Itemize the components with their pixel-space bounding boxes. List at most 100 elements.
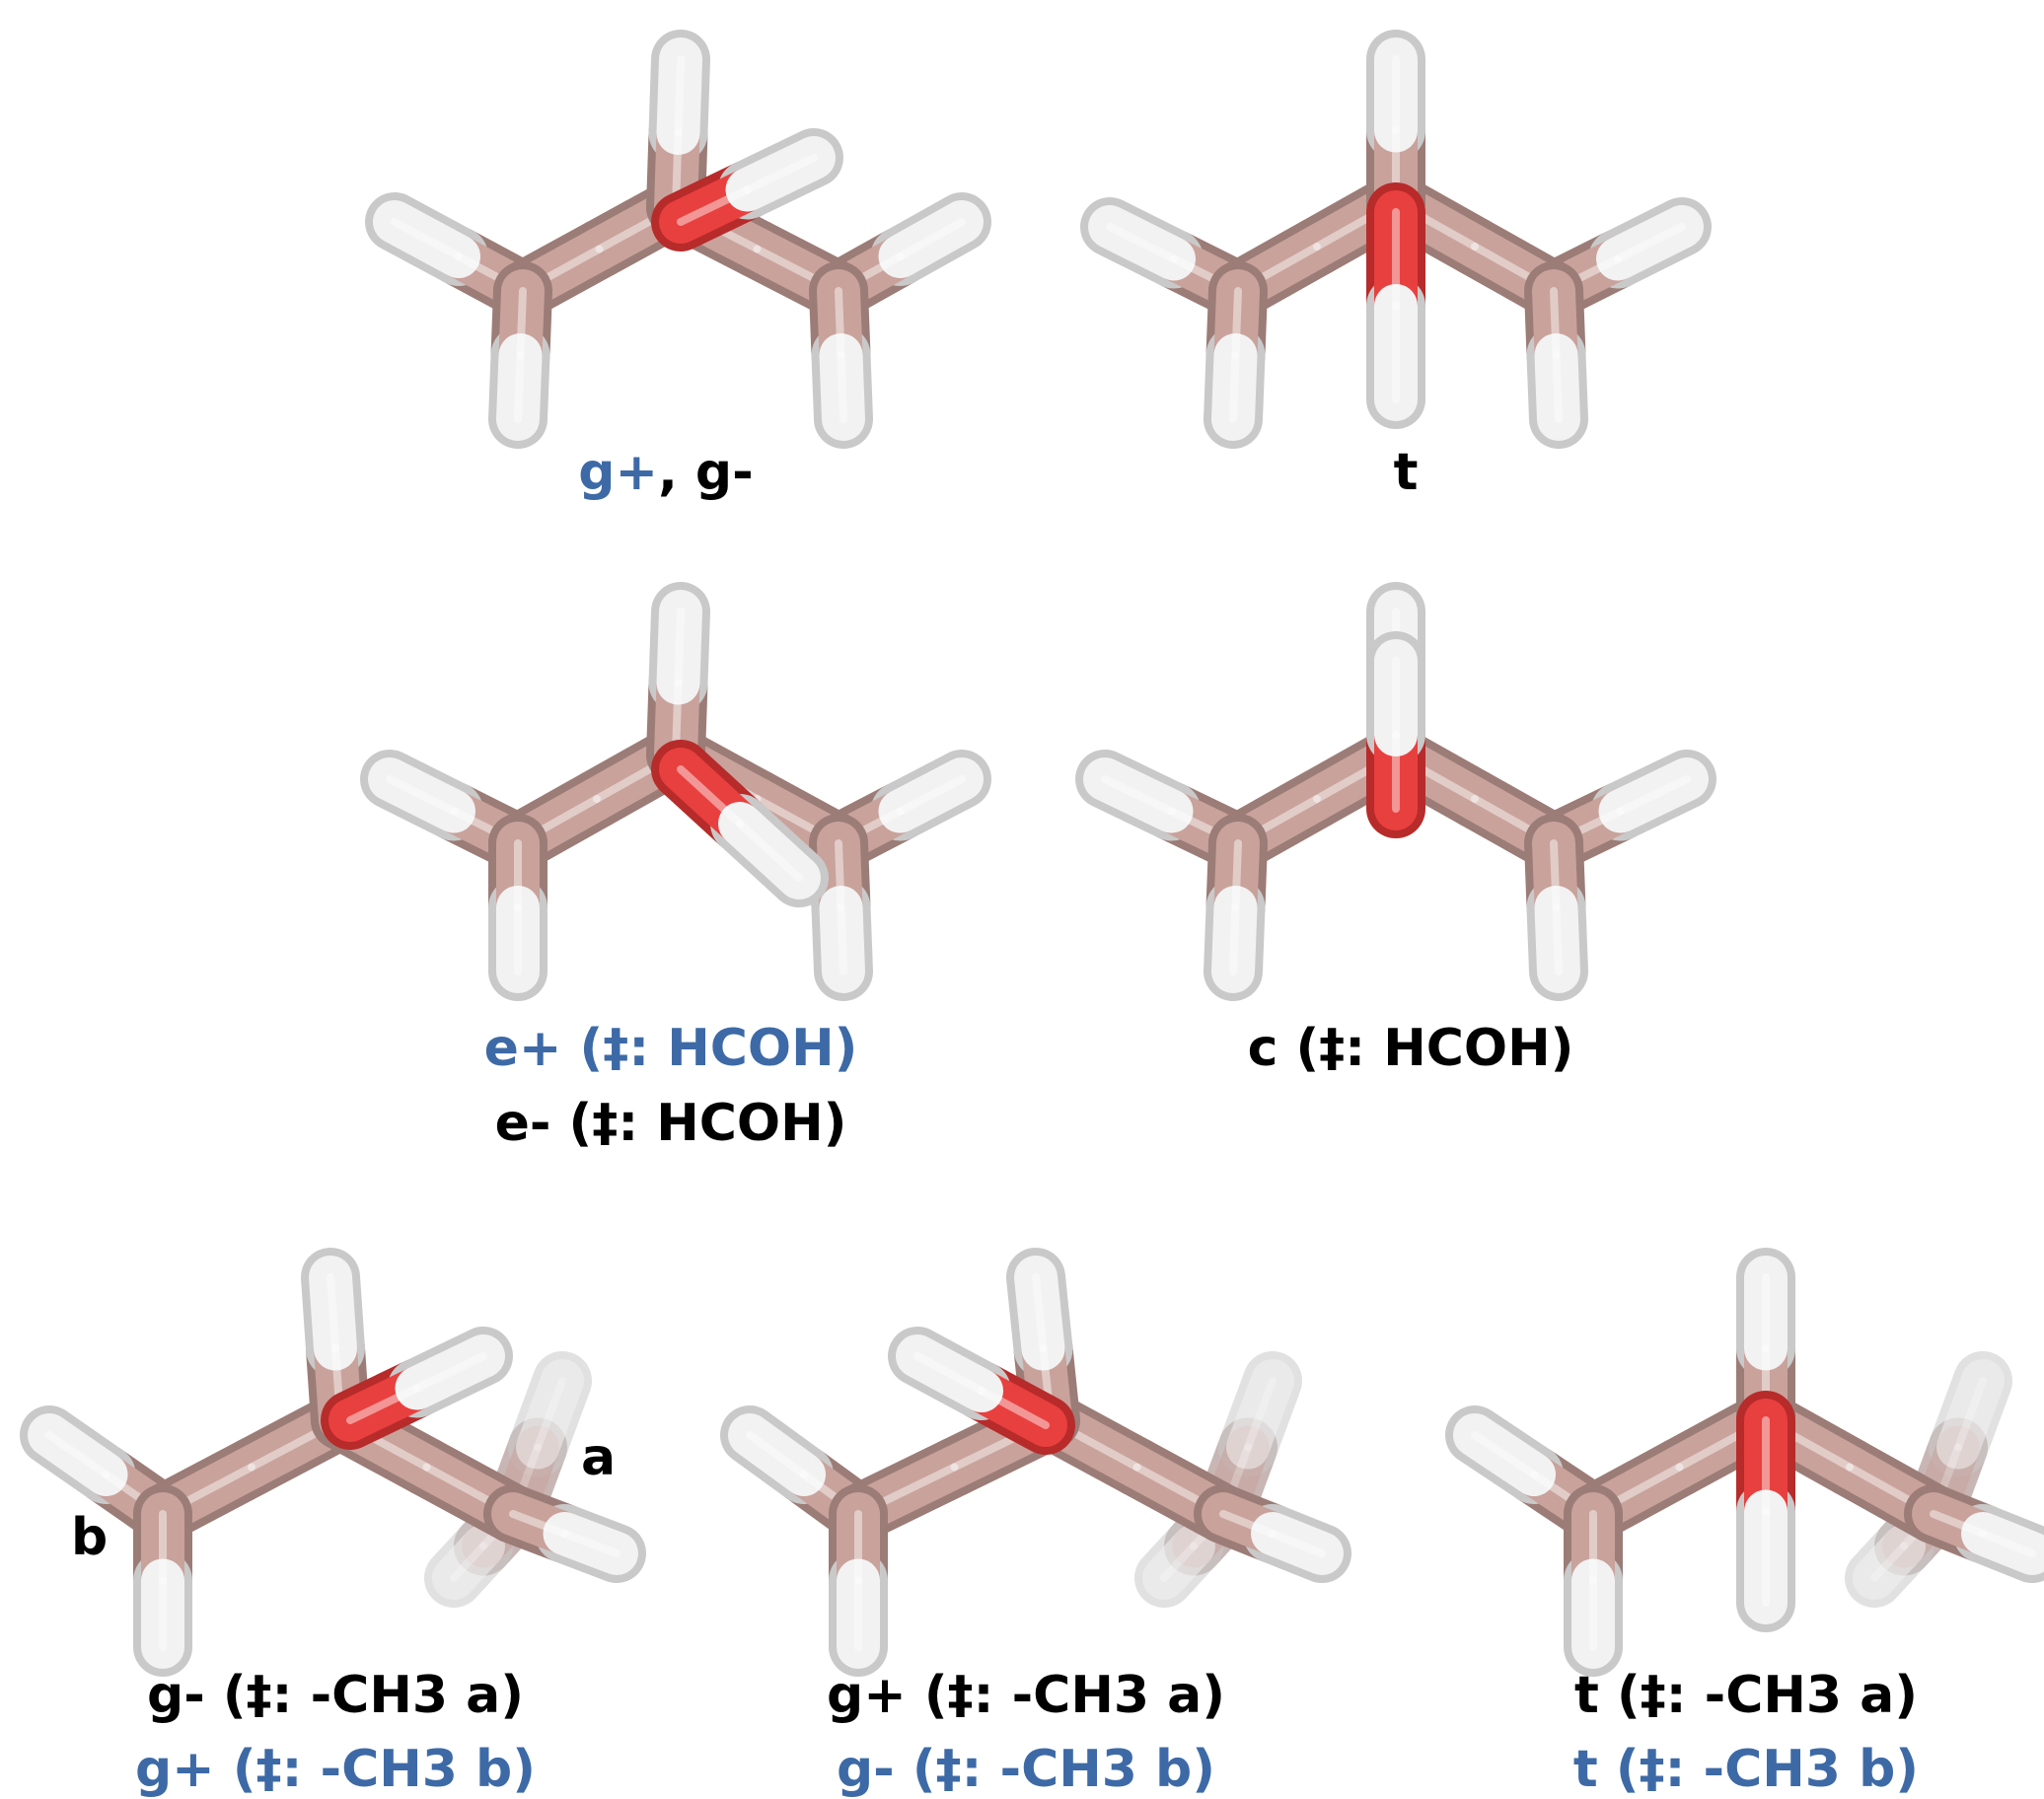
p6-h-left-upper-hl-b (746, 1431, 808, 1478)
molecule-g (365, 30, 991, 449)
label-g-minus: , g- (658, 443, 754, 502)
label-panel-2: t (1184, 447, 1628, 498)
p2-h-left-upper-hl-b (1106, 223, 1178, 263)
p4-h-left-upper-half-b (1083, 757, 1194, 833)
p1-h-left-down-hl-a (516, 287, 527, 359)
p3-h-top-hl-b (674, 608, 685, 687)
p1-oh-hl-a (677, 185, 752, 226)
label-panel-1: g+, g- (444, 447, 888, 498)
p2-h-right-down-hl-a (1550, 287, 1561, 359)
p6-h-right-forward-hl-a (1219, 1510, 1277, 1538)
p7-h-ghost-down-hl-b (1870, 1542, 1908, 1582)
molecule-t (1080, 30, 1712, 449)
molecule-g-minus-ch3-a (20, 1248, 646, 1677)
molecule-c (1075, 582, 1716, 1001)
molecule-g-plus-ch3-a (720, 1248, 1351, 1677)
p1-h-right-upper-half-b (878, 200, 984, 278)
p3-h-left-upper-hl-b (386, 775, 458, 816)
label-panel-4: c (‡: HCOH) (1247, 1019, 1574, 1078)
p1-h-right-down-hl-b (837, 351, 847, 423)
p3-oh-hl-a (677, 765, 744, 828)
p7-h-left-upper-half-b (1453, 1413, 1556, 1496)
p6-oh-hl-a (978, 1387, 1050, 1429)
label-g-plus: g+ (578, 443, 659, 502)
p6-h-right-forward-hl-b (1269, 1530, 1326, 1557)
p1-h-left-upper-half-b (373, 200, 480, 278)
p5-h-top-half-b (309, 1256, 357, 1371)
p6-oh-half-b (896, 1334, 1003, 1412)
p5-oh-hl-a (346, 1384, 421, 1424)
p4-h-left-upper-hl-b (1101, 775, 1176, 816)
p2-h-right-down-hl-b (1552, 351, 1563, 423)
p1-h-right-upper-hl-b (896, 218, 966, 260)
p4-h-left-down-hl-a (1231, 839, 1242, 911)
label-panel-7-line-2: t (‡: -CH3 b) (1572, 1740, 1920, 1799)
p3-oh-half-b (718, 802, 821, 900)
p5-h-left-upper-hl-b (45, 1431, 110, 1478)
p7-h-ghost-up-half-b (1936, 1359, 2005, 1470)
p1-h-top-hl-b (674, 55, 685, 137)
p5-h-right-forward-half-b (543, 1512, 638, 1575)
p4-h-right-down-hl-a (1550, 839, 1561, 911)
p5-h-top-hl-b (327, 1273, 339, 1353)
p5-h-ghost-up-hl-b (534, 1377, 566, 1452)
p2-h-left-upper-half-b (1088, 205, 1196, 281)
p5-oh-hl-b (412, 1352, 487, 1393)
label-panel-6-line-1: g+ (‡: -CH3 a) (827, 1666, 1225, 1725)
p2-h-right-down-half-b (1534, 333, 1580, 441)
p3-oh-hl-b (736, 820, 803, 882)
p6-h-top-hl-b (1032, 1273, 1048, 1353)
p6-h-right-forward-half-b (1251, 1512, 1344, 1575)
p7-h-ghost-down-half-b (1853, 1524, 1926, 1600)
p6-h-ghost-up-hl-b (1244, 1377, 1277, 1452)
p6-h-ghost-down-hl-b (1160, 1542, 1198, 1582)
p2-h-left-down-hl-b (1229, 351, 1240, 423)
p5-oh-half-b (395, 1334, 505, 1410)
p3-h-left-upper-half-b (368, 757, 475, 833)
molecule-e (360, 582, 991, 1001)
p6-h-top-half-b (1014, 1256, 1065, 1371)
p2-h-left-down-half-b (1211, 333, 1258, 441)
p1-h-left-down-half-b (496, 333, 543, 441)
p6-h-left-upper-half-b (728, 1413, 826, 1496)
atom-label-b: b (71, 1508, 109, 1567)
p1-oh-half-b (725, 136, 836, 212)
p7-h-left-upper-hl-b (1471, 1431, 1538, 1478)
p3-h-top-half-b (656, 590, 702, 705)
p1-h-left-upper-hl-b (391, 218, 463, 260)
label-panel-5-line-2: g+ (‡: -CH3 b) (134, 1740, 537, 1799)
p6-oh-hl-b (913, 1352, 986, 1395)
p1-h-left-down-hl-b (514, 351, 525, 423)
p5-h-ghost-down-half-b (432, 1524, 505, 1600)
p5-h-right-forward-hl-a (509, 1510, 569, 1538)
molecule-t-ch3-a (1445, 1248, 2044, 1677)
p3-h-right-upper-hl-b (896, 775, 966, 816)
p7-h-right-forward-half-b (1961, 1512, 2044, 1575)
p2-h-right-upper-hl-b (1614, 223, 1686, 263)
p1-h-top-half-b (656, 37, 702, 155)
p5-h-ghost-down-hl-b (450, 1542, 487, 1582)
label-t: t (1393, 443, 1419, 502)
p1-h-right-down-hl-a (835, 287, 845, 359)
p3-h-right-down-half-b (819, 886, 865, 993)
p3-h-right-upper-half-b (878, 757, 984, 833)
p6-h-ghost-down-half-b (1142, 1524, 1215, 1600)
p7-h-right-forward-hl-b (1979, 1530, 2036, 1557)
p2-h-right-upper-half-b (1596, 205, 1704, 281)
p7-h-right-forward-hl-a (1930, 1510, 1987, 1538)
p4-h-left-down-half-b (1211, 886, 1258, 993)
p4-h-left-down-hl-b (1229, 903, 1240, 975)
p6-h-ghost-up-half-b (1226, 1359, 1294, 1470)
p4-h-right-down-hl-b (1552, 903, 1563, 975)
p3-h-right-down-hl-b (837, 903, 847, 975)
p2-h-left-down-hl-a (1231, 287, 1242, 359)
p5-h-right-forward-hl-b (560, 1530, 620, 1557)
label-panel-3-line-2: e- (‡: HCOH) (494, 1094, 847, 1153)
p4-h-right-upper-half-b (1598, 757, 1709, 833)
p1-h-right-down-half-b (819, 333, 865, 441)
p4-h-right-down-half-b (1534, 886, 1580, 993)
p1-oh-hl-b (743, 154, 818, 194)
label-panel-3-line-1: e+ (‡: HCOH) (483, 1019, 858, 1078)
p3-h-right-down-hl-a (835, 839, 845, 911)
